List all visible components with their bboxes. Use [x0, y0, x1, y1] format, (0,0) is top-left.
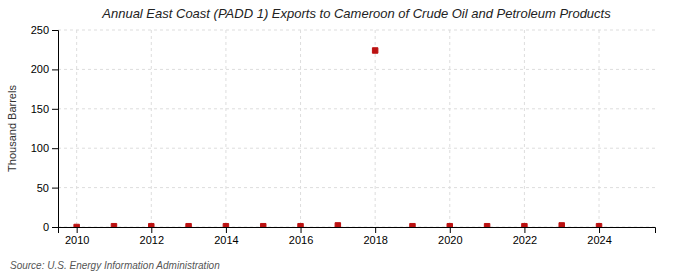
point — [335, 223, 340, 227]
tick-label: 150 — [31, 103, 49, 115]
grid-line — [599, 30, 600, 227]
tick-mark — [226, 227, 227, 233]
tick: 2018 — [363, 227, 387, 246]
tick: 2022 — [513, 227, 537, 246]
grid — [58, 30, 655, 227]
tick-label: 2020 — [438, 234, 462, 246]
tick: 2012 — [140, 227, 164, 246]
plot-area: 2010 2012 2014 2016 2018 2020 2022 2024 0 50 100 15… — [31, 24, 656, 246]
tick-mark — [52, 148, 58, 149]
tick: 50 — [37, 182, 58, 194]
tick-label: 2012 — [140, 234, 164, 246]
axis-line — [59, 228, 656, 234]
point — [111, 223, 116, 227]
tick-label: 50 — [37, 182, 49, 194]
tick-label: 2024 — [587, 234, 611, 246]
grid-line — [58, 30, 655, 31]
y-axis: 0 50 100 150 200 250 — [31, 24, 59, 233]
tick-mark — [52, 30, 58, 31]
tick: 2016 — [289, 227, 313, 246]
grid-line — [76, 30, 77, 227]
tick-label: 2014 — [214, 234, 238, 246]
marks — [74, 48, 602, 227]
tick-label: 2022 — [513, 234, 537, 246]
point — [298, 223, 303, 227]
tick-label: 100 — [31, 142, 49, 154]
axis-line — [52, 31, 59, 228]
grid-line — [375, 30, 376, 227]
tick-mark — [52, 188, 58, 189]
point — [372, 48, 377, 53]
tick-mark — [52, 69, 58, 70]
point — [596, 223, 601, 227]
x-axis: 2010 2012 2014 2016 2018 2020 2022 2024 — [59, 227, 656, 246]
grid-line — [151, 30, 152, 227]
tick: 2014 — [214, 227, 238, 246]
grid-line — [58, 108, 655, 109]
tick-label: 200 — [31, 63, 49, 75]
grid-line — [524, 30, 525, 227]
tick: 150 — [31, 103, 58, 115]
tick-label: 2016 — [289, 234, 313, 246]
tick-mark — [599, 227, 600, 233]
point — [223, 223, 228, 227]
grid-line — [225, 30, 226, 227]
point — [484, 223, 489, 227]
source: Source: U.S. Energy Information Administ… — [10, 260, 220, 271]
tick-label: 2018 — [363, 234, 387, 246]
tick-mark — [52, 227, 58, 228]
point — [559, 223, 564, 227]
point — [149, 223, 154, 227]
grid-line — [58, 148, 655, 149]
point — [522, 223, 527, 227]
grid-line — [58, 69, 655, 70]
point — [74, 224, 79, 227]
tick: 200 — [31, 63, 58, 75]
point — [186, 223, 191, 227]
tick-mark — [151, 227, 152, 233]
title: Annual East Coast (PADD 1) Exports to Ca… — [101, 6, 611, 21]
point — [260, 223, 265, 227]
grid-line — [58, 187, 655, 188]
tick-mark — [375, 227, 376, 233]
tick-label: 2010 — [65, 234, 89, 246]
tick-label: 0 — [43, 221, 49, 233]
tick: 2020 — [438, 227, 462, 246]
grid-line — [449, 30, 450, 227]
tick: 2024 — [587, 227, 611, 246]
tick-mark — [77, 227, 78, 233]
tick-mark — [450, 227, 451, 233]
y-axis-label: Thousand Barrels — [6, 85, 18, 172]
chart: 2010 2012 2014 2016 2018 2020 2022 2024 0 50 100 15… — [0, 0, 675, 275]
point — [447, 223, 452, 227]
tick: 250 — [31, 24, 58, 36]
grid-line — [300, 30, 301, 227]
tick-label: 250 — [31, 24, 49, 36]
tick-mark — [52, 109, 58, 110]
tick: 100 — [31, 142, 58, 154]
point — [410, 223, 415, 227]
tick: 0 — [43, 221, 58, 233]
tick: 2010 — [65, 227, 89, 246]
tick-mark — [524, 227, 525, 233]
tick-mark — [301, 227, 302, 233]
